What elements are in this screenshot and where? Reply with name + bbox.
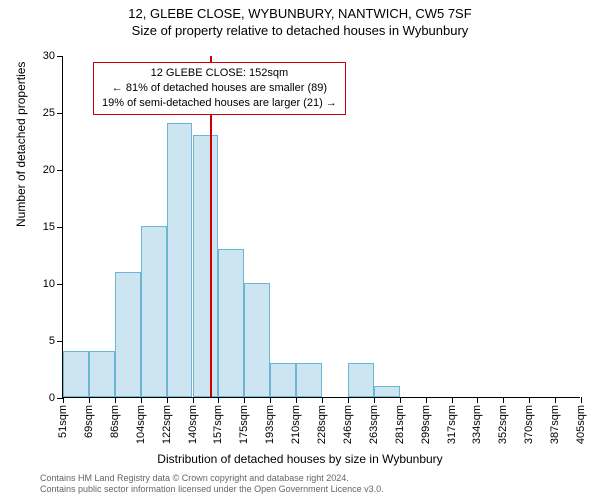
x-tick-label: 157sqm (212, 405, 224, 444)
x-tick (63, 397, 64, 403)
x-tick (193, 397, 194, 403)
x-tick-label: 370sqm (523, 405, 535, 444)
reference-callout: 12 GLEBE CLOSE: 152sqm← 81% of detached … (93, 62, 346, 115)
histogram-bar (296, 363, 322, 397)
x-tick-label: 299sqm (420, 405, 432, 444)
x-tick (141, 397, 142, 403)
histogram-bar (63, 351, 89, 397)
x-tick-label: 140sqm (187, 405, 199, 444)
x-tick-label: 387sqm (549, 405, 561, 444)
chart-title-address: 12, GLEBE CLOSE, WYBUNBURY, NANTWICH, CW… (0, 6, 600, 21)
x-tick-label: 86sqm (109, 405, 121, 438)
x-tick (529, 397, 530, 403)
x-tick-label: 122sqm (161, 405, 173, 444)
x-tick (452, 397, 453, 403)
x-tick (244, 397, 245, 403)
x-axis-title: Distribution of detached houses by size … (0, 452, 600, 466)
y-tick-label: 15 (43, 221, 55, 233)
x-tick-label: 352sqm (497, 405, 509, 444)
x-tick-label: 104sqm (135, 405, 147, 444)
histogram-bar (141, 226, 167, 397)
y-tick (57, 113, 63, 114)
y-axis-title: Number of detached properties (14, 62, 28, 227)
y-tick-label: 5 (49, 335, 55, 347)
x-tick (503, 397, 504, 403)
y-tick-label: 0 (49, 392, 55, 404)
x-tick (115, 397, 116, 403)
x-tick (218, 397, 219, 403)
x-tick (581, 397, 582, 403)
x-tick (296, 397, 297, 403)
x-tick (400, 397, 401, 403)
histogram-bar (89, 351, 115, 397)
x-tick-label: 175sqm (238, 405, 250, 444)
y-tick (57, 56, 63, 57)
attribution-line2: Contains public sector information licen… (40, 484, 590, 496)
histogram-bar (218, 249, 244, 397)
x-tick-label: 69sqm (83, 405, 95, 438)
x-tick-label: 210sqm (290, 405, 302, 444)
x-tick-label: 228sqm (316, 405, 328, 444)
x-tick (426, 397, 427, 403)
x-tick-label: 263sqm (368, 405, 380, 444)
x-tick (477, 397, 478, 403)
y-tick-label: 30 (43, 50, 55, 62)
x-tick-label: 51sqm (57, 405, 69, 438)
histogram-bar (115, 272, 141, 397)
x-tick (167, 397, 168, 403)
callout-line: ← 81% of detached houses are smaller (89… (102, 81, 337, 96)
callout-line: 12 GLEBE CLOSE: 152sqm (102, 66, 337, 81)
x-tick (348, 397, 349, 403)
attribution-line1: Contains HM Land Registry data © Crown c… (40, 473, 590, 485)
y-tick (57, 170, 63, 171)
attribution-text: Contains HM Land Registry data © Crown c… (40, 473, 590, 496)
x-tick-label: 281sqm (394, 405, 406, 444)
y-tick-label: 20 (43, 164, 55, 176)
x-tick (270, 397, 271, 403)
histogram-bar (193, 135, 219, 397)
y-tick (57, 227, 63, 228)
x-tick (555, 397, 556, 403)
x-tick-label: 193sqm (264, 405, 276, 444)
histogram-bar (348, 363, 374, 397)
callout-line: 19% of semi-detached houses are larger (… (102, 96, 337, 111)
histogram-bar (270, 363, 296, 397)
x-tick-label: 334sqm (471, 405, 483, 444)
chart-plot-area: 05101520253051sqm69sqm86sqm104sqm122sqm1… (62, 56, 580, 398)
x-tick-label: 246sqm (342, 405, 354, 444)
histogram-bar (167, 123, 193, 397)
histogram-bar (374, 386, 400, 397)
x-tick (374, 397, 375, 403)
x-tick-label: 317sqm (446, 405, 458, 444)
x-tick (322, 397, 323, 403)
x-tick (89, 397, 90, 403)
y-tick-label: 25 (43, 107, 55, 119)
y-tick (57, 284, 63, 285)
chart-title-desc: Size of property relative to detached ho… (0, 23, 600, 38)
y-tick (57, 341, 63, 342)
x-tick-label: 405sqm (575, 405, 587, 444)
y-tick-label: 10 (43, 278, 55, 290)
histogram-bar (244, 283, 270, 397)
